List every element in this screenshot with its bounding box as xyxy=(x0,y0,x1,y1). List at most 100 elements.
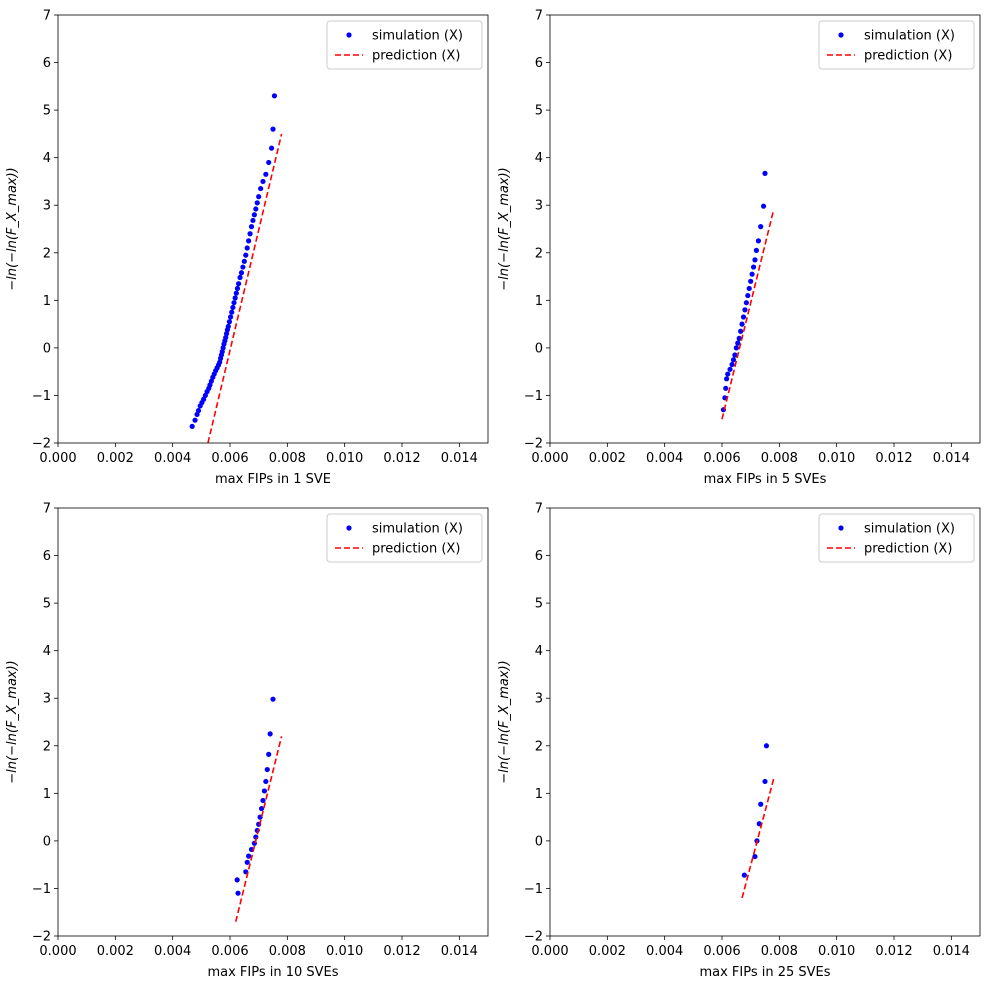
simulation-point xyxy=(189,423,195,429)
y-tick-label: 1 xyxy=(43,294,51,309)
x-tick-label: 0.008 xyxy=(269,451,306,466)
simulation-point xyxy=(254,200,260,206)
x-tick-label: 0.014 xyxy=(933,451,970,466)
simulation-point xyxy=(745,292,751,299)
y-tick-label: −1 xyxy=(32,882,51,897)
x-tick-label: 0.008 xyxy=(761,451,798,466)
x-tick-label: 0.004 xyxy=(154,451,191,466)
legend-box xyxy=(326,513,483,563)
y-tick-label: −2 xyxy=(524,437,543,452)
y-tick-label: 5 xyxy=(535,104,543,119)
simulation-point xyxy=(743,300,749,306)
x-tick-label: 0.004 xyxy=(646,944,683,959)
y-tick-label: 2 xyxy=(535,246,543,261)
y-tick-label: 3 xyxy=(535,692,543,707)
y-tick-label: −1 xyxy=(524,389,543,404)
simulation-point xyxy=(225,323,231,330)
y-tick-label: −2 xyxy=(524,930,543,945)
legend-label-prediction: prediction (X) xyxy=(372,49,460,64)
simulation-point xyxy=(263,171,269,177)
x-tick-label: 0.014 xyxy=(933,944,970,959)
simulation-point xyxy=(261,788,267,794)
simulation-point xyxy=(733,345,739,351)
simulation-point xyxy=(237,274,243,281)
y-tick-label: 3 xyxy=(535,199,543,214)
x-tick-label: 0.002 xyxy=(589,944,626,959)
prediction-line xyxy=(721,209,775,420)
plot-area xyxy=(234,696,283,922)
x-tick-label: 0.004 xyxy=(154,944,191,959)
simulation-point xyxy=(253,206,259,212)
y-tick-label: 2 xyxy=(43,739,51,754)
x-axis-label: max FIPs in 1 SVE xyxy=(215,472,331,487)
simulation-point xyxy=(758,224,764,230)
simulation-point xyxy=(258,185,264,192)
subplot-2: 0.000 0.002 0.004 0.006 0.008 0.010 0.012 0.014… xyxy=(497,9,981,487)
y-axis-label: −ln(−ln(F_X_max)) xyxy=(497,167,512,290)
x-axis-label: max FIPs in 10 SVEs xyxy=(207,965,338,980)
simulation-point xyxy=(762,778,768,785)
simulation-point xyxy=(746,285,752,292)
simulation-point xyxy=(229,309,235,315)
simulation-point xyxy=(234,285,241,292)
x-tick-label: 0.004 xyxy=(646,451,683,466)
prediction-line xyxy=(741,778,775,899)
x-tick-label: 0.012 xyxy=(875,944,912,959)
simulation-point xyxy=(266,159,272,166)
y-tick-label: 6 xyxy=(535,549,543,564)
simulation-point xyxy=(735,340,741,346)
simulation-point xyxy=(732,352,738,358)
simulation-point xyxy=(730,357,737,363)
subplot-1: 0.000 0.002 0.004 0.006 0.008 0.010 0.012 0.014… xyxy=(5,9,489,487)
y-tick-label: 2 xyxy=(535,739,543,754)
y-tick-label: 5 xyxy=(43,597,51,612)
simulation-point xyxy=(752,853,758,860)
y-tick-label: 7 xyxy=(43,502,51,517)
legend: simulation (X) prediction (X) xyxy=(326,20,483,70)
legend-box xyxy=(818,20,975,70)
legend-label-prediction: prediction (X) xyxy=(372,542,460,557)
x-tick-label: 0.000 xyxy=(531,451,568,466)
x-tick-label: 0.008 xyxy=(761,944,798,959)
y-tick-label: −2 xyxy=(32,437,51,452)
legend-marker-simulation xyxy=(346,525,352,531)
simulation-point xyxy=(226,319,233,325)
simulation-point xyxy=(243,252,249,258)
y-tick-label: 5 xyxy=(535,597,543,612)
simulation-point xyxy=(271,93,278,99)
prediction-line xyxy=(207,133,283,443)
x-tick-label: 0.010 xyxy=(818,944,855,959)
x-tick-label: 0.006 xyxy=(211,944,248,959)
simulation-point xyxy=(246,238,252,244)
simulation-point xyxy=(760,203,767,209)
simulation-point xyxy=(232,295,238,301)
legend-marker-simulation xyxy=(838,32,844,38)
axes-frame xyxy=(549,14,981,444)
x-tick-label: 0.006 xyxy=(703,451,740,466)
simulation-point xyxy=(235,890,241,896)
subplot-4: 0.000 0.002 0.004 0.006 0.008 0.010 0.012 0.014… xyxy=(497,502,981,980)
x-axis-label: max FIPs in 5 SVEs xyxy=(704,472,827,487)
x-tick-label: 0.010 xyxy=(326,451,363,466)
simulation-point xyxy=(727,366,733,372)
y-tick-label: 0 xyxy=(43,341,51,356)
x-tick-label: 0.000 xyxy=(39,451,76,466)
simulation-point xyxy=(756,821,762,827)
y-tick-label: 7 xyxy=(535,502,543,517)
simulation-point xyxy=(263,778,269,785)
y-tick-label: 6 xyxy=(43,549,51,564)
x-tick-label: 0.014 xyxy=(441,451,478,466)
simulation-point xyxy=(244,859,250,865)
legend-box xyxy=(326,20,483,70)
simulation-point xyxy=(247,231,253,237)
simulation-point xyxy=(758,801,764,807)
legend-label-prediction: prediction (X) xyxy=(864,49,952,64)
x-tick-label: 0.000 xyxy=(531,944,568,959)
simulation-point xyxy=(725,371,731,377)
simulation-point xyxy=(234,877,240,883)
simulation-point xyxy=(752,257,758,263)
legend-marker-simulation xyxy=(838,525,844,531)
x-tick-label: 0.012 xyxy=(383,944,420,959)
simulation-point xyxy=(195,408,202,414)
simulation-point xyxy=(260,797,266,804)
